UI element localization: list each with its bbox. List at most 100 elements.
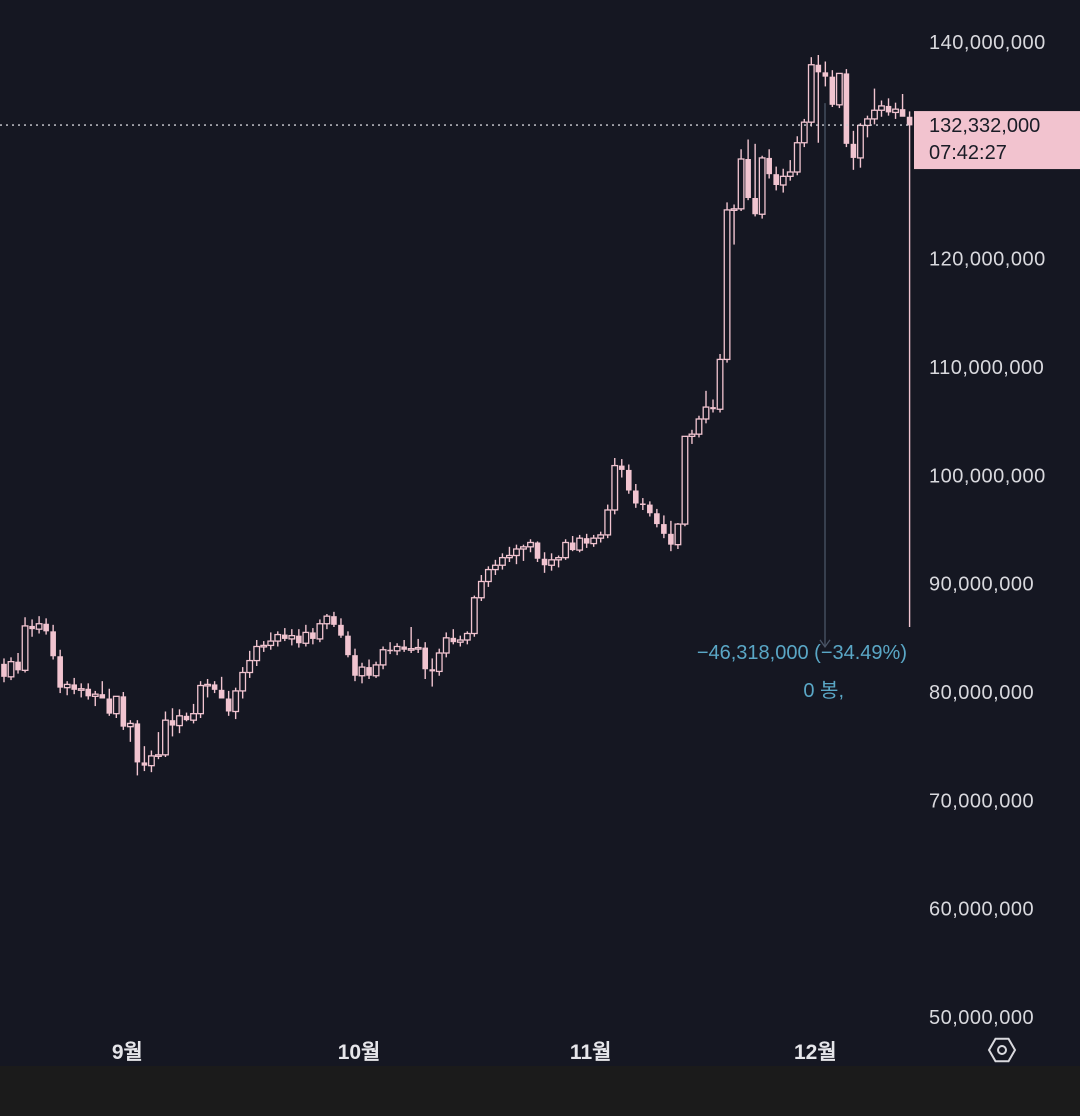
y-tick-label: 70,000,000 <box>929 790 1034 812</box>
candle-body <box>864 118 871 127</box>
candle-body <box>520 546 527 550</box>
candle <box>204 679 212 698</box>
candle-body <box>183 715 190 721</box>
candle-body <box>681 435 689 525</box>
candle <box>154 732 162 760</box>
candle-body <box>35 623 43 630</box>
candle <box>654 508 660 528</box>
candle <box>773 166 779 191</box>
chart-settings-icon[interactable] <box>987 1037 1017 1063</box>
y-tick-label: 50,000,000 <box>929 1007 1034 1029</box>
candle-body <box>331 616 337 625</box>
candle-body <box>71 684 77 690</box>
candle-body <box>43 623 49 632</box>
y-tick-label: 140,000,000 <box>929 32 1046 54</box>
candle-body <box>246 659 254 674</box>
candle <box>120 692 127 730</box>
candle <box>786 160 794 181</box>
candle-body <box>63 683 71 689</box>
candle <box>126 720 134 742</box>
candle-body <box>323 615 331 625</box>
candle-body <box>611 464 619 511</box>
candle-body <box>878 105 885 111</box>
candle <box>661 515 667 539</box>
candle-body <box>176 715 183 727</box>
candle-body <box>899 109 906 117</box>
candle <box>590 534 598 547</box>
candle-body <box>647 504 653 514</box>
candle <box>856 123 864 168</box>
candle <box>807 57 815 127</box>
candle-body <box>737 158 745 210</box>
candle-body <box>807 64 815 123</box>
candle <box>758 155 766 219</box>
candle <box>7 657 15 681</box>
candle-body <box>505 554 513 559</box>
candle <box>401 640 407 652</box>
candle-body <box>267 640 275 647</box>
candle-body <box>695 418 703 435</box>
candle <box>141 746 148 772</box>
candle <box>358 662 366 684</box>
candles-layer <box>1 55 913 776</box>
candle-body <box>745 159 751 198</box>
y-axis: 140,000,000 120,000,000 110,000,000 100,000… <box>929 32 1046 1029</box>
candle-body <box>197 684 205 715</box>
candle-body <box>57 656 63 688</box>
candle-body <box>169 720 176 726</box>
candle <box>520 544 527 561</box>
candle <box>779 168 787 193</box>
candle-body <box>541 558 548 566</box>
candle-body <box>569 542 576 551</box>
candle <box>647 501 653 517</box>
candle <box>253 640 261 666</box>
candle <box>331 611 337 627</box>
candle-body <box>618 465 625 470</box>
candle-body <box>345 635 351 656</box>
candle-body <box>15 661 21 671</box>
candle-body <box>793 142 801 173</box>
candle <box>456 635 464 647</box>
candle <box>611 458 619 515</box>
candle-body <box>723 209 731 361</box>
candle-body <box>815 64 822 73</box>
measure-arrow-head <box>819 639 831 648</box>
price-chart[interactable]: 140,000,000 120,000,000 110,000,000 100,000… <box>0 0 1080 1066</box>
candle <box>668 520 674 552</box>
candle-body <box>470 597 478 635</box>
candle-body <box>800 121 808 144</box>
candle-body <box>450 637 457 643</box>
candle <box>793 136 801 176</box>
candle-body <box>422 647 428 670</box>
candle <box>885 98 892 116</box>
y-tick-label: 110,000,000 <box>929 357 1044 379</box>
candle-body <box>906 116 913 126</box>
candle-body <box>147 755 155 767</box>
candle-body <box>786 171 794 177</box>
measure-tool <box>819 103 831 648</box>
candle <box>225 690 232 716</box>
candle <box>379 646 387 670</box>
candle-body <box>204 683 212 687</box>
candle <box>77 683 85 698</box>
candle <box>85 683 92 700</box>
candle-body <box>674 523 682 546</box>
candle-body <box>513 548 520 557</box>
candle <box>35 616 43 634</box>
candle <box>752 143 758 217</box>
candle-body <box>112 695 120 715</box>
candle <box>267 632 275 650</box>
candle <box>43 618 49 635</box>
y-tick-label: 120,000,000 <box>929 249 1046 271</box>
y-tick-label: 80,000,000 <box>929 682 1034 704</box>
candle-body <box>379 649 387 666</box>
candle <box>583 533 590 548</box>
candle <box>316 619 324 643</box>
candle <box>183 712 190 722</box>
candle <box>534 541 541 562</box>
candle-body <box>758 157 766 215</box>
candle-body <box>829 76 836 105</box>
candle <box>71 677 77 695</box>
bottom-bar <box>0 1066 1080 1116</box>
candle <box>498 553 506 570</box>
